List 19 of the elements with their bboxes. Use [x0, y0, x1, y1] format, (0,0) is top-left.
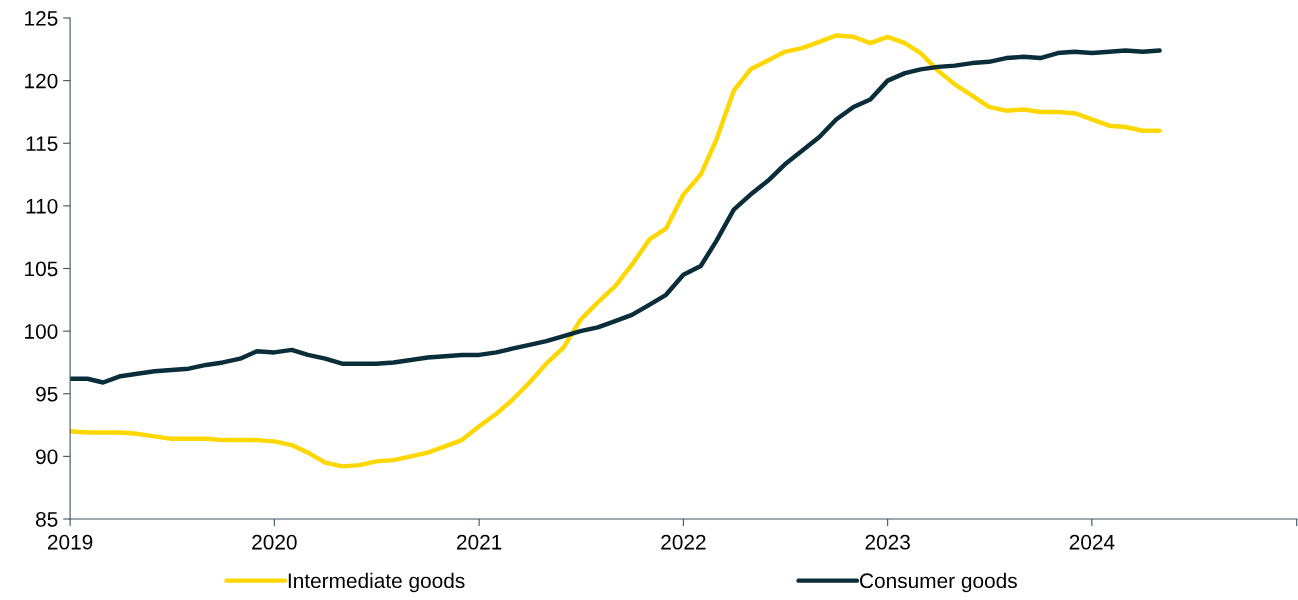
- legend-label: Consumer goods: [860, 572, 1017, 593]
- y-tick-label: 125: [25, 11, 58, 26]
- x-tick-label: 2022: [661, 534, 706, 550]
- x-tick-label: 2021: [457, 534, 502, 550]
- x-tick-label: 2024: [1069, 534, 1115, 550]
- legend-label: Intermediate goods: [288, 572, 465, 593]
- x-tick-label: 2023: [865, 534, 910, 550]
- y-tick-label: 120: [25, 73, 58, 89]
- y-tick-label: 105: [25, 261, 58, 277]
- y-tick-label: 115: [26, 136, 58, 151]
- y-tick-label: 110: [26, 198, 58, 214]
- x-tick-label: 2020: [252, 534, 297, 550]
- y-tick-label: 90: [36, 449, 58, 465]
- line-series: [70, 48, 1162, 385]
- y-tick-label: 85: [36, 512, 58, 527]
- x-tick-label: 2019: [47, 534, 93, 550]
- line-series: [70, 33, 1162, 469]
- y-tick-label: 100: [25, 324, 58, 339]
- y-tick-label: 95: [36, 386, 58, 402]
